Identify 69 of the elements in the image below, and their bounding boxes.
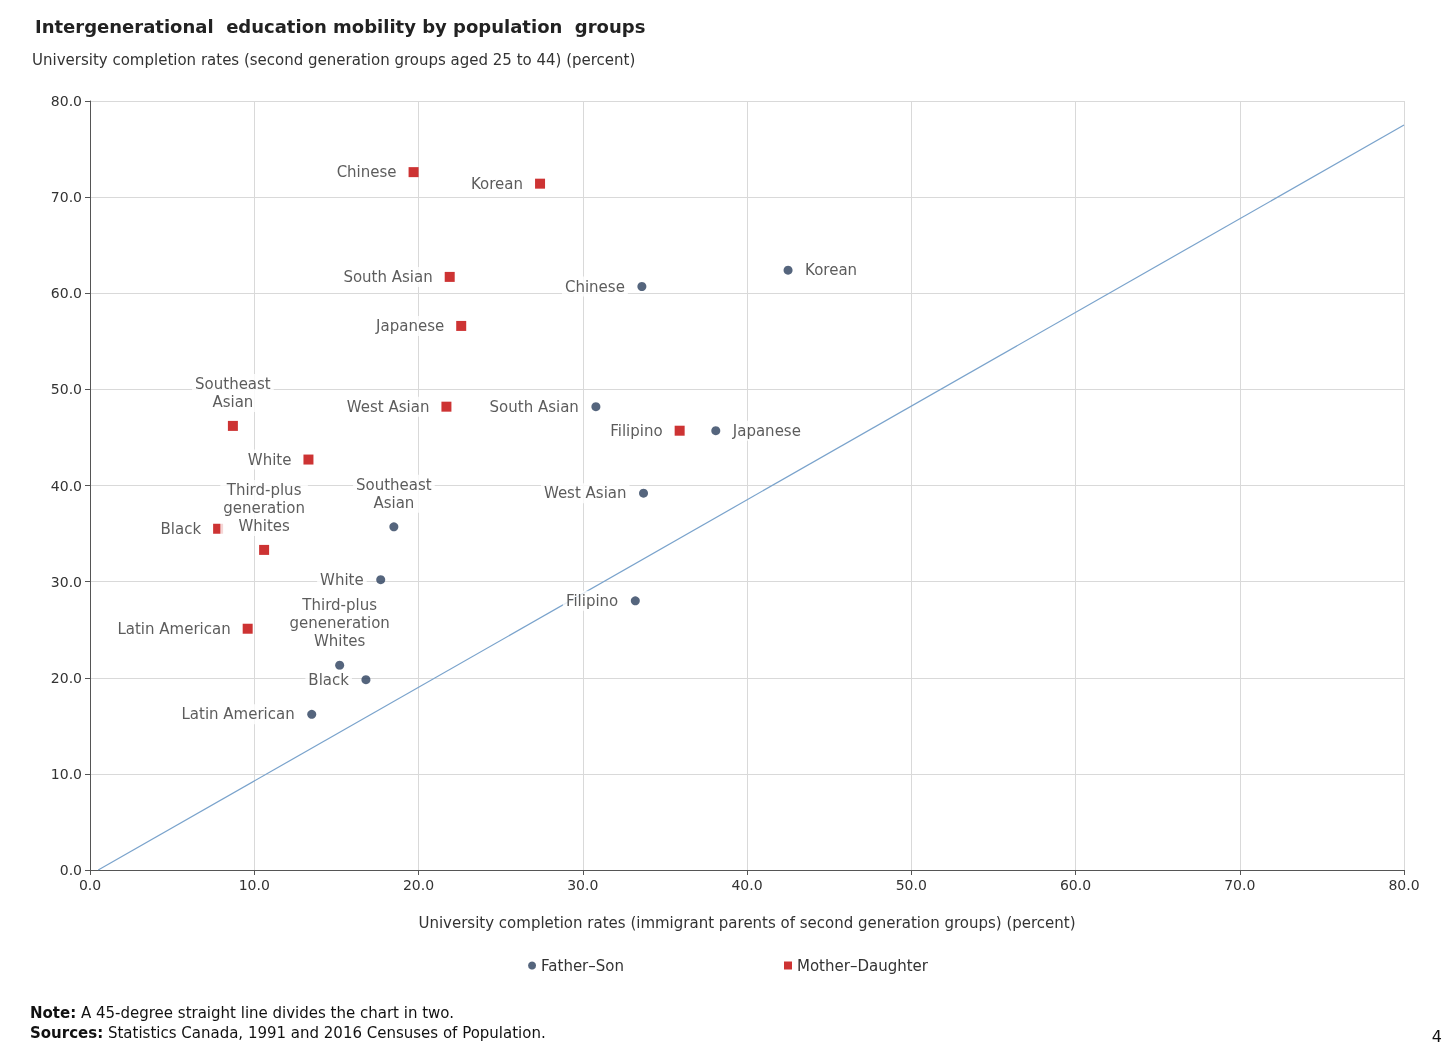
annotation: West Asian bbox=[346, 397, 430, 416]
point bbox=[242, 623, 253, 634]
point bbox=[630, 596, 640, 606]
point bbox=[259, 544, 270, 555]
annotation: White bbox=[320, 570, 364, 589]
chart-title: Intergenerational education mobility by population groups bbox=[35, 15, 646, 37]
point bbox=[711, 426, 721, 436]
annotation: Chinese bbox=[564, 277, 625, 296]
annotation: Japanese bbox=[375, 316, 445, 335]
annotation: Southeast Asian bbox=[356, 475, 432, 512]
annotation: West Asian bbox=[543, 484, 627, 503]
y-tick-label: 30.0 bbox=[50, 573, 82, 590]
y-axis-title: University completion rates (second generation groups aged 25 to 44) (percent) bbox=[32, 50, 636, 69]
annotation: South Asian bbox=[343, 267, 433, 286]
text: 4 bbox=[1431, 1026, 1443, 1046]
annotation: Filipino bbox=[565, 591, 619, 610]
point bbox=[441, 401, 452, 412]
annotation: White bbox=[247, 450, 292, 469]
point bbox=[639, 488, 649, 498]
point bbox=[456, 320, 467, 331]
y-tick-label: 60.0 bbox=[50, 285, 82, 302]
source-note: Sources: Statistics Canada, 1991 and 2016 Censuses of Population. bbox=[30, 1023, 546, 1042]
point bbox=[307, 709, 317, 719]
point bbox=[444, 271, 455, 282]
annotation: Filipino bbox=[610, 421, 663, 440]
x-tick-label: 50.0 bbox=[895, 877, 927, 893]
point bbox=[335, 660, 345, 670]
text: Note: A 45-degree straight line divides the chart in two. bbox=[30, 1003, 455, 1022]
point bbox=[674, 425, 685, 436]
point bbox=[227, 420, 238, 431]
annotation: Third-plus geneneration Whites bbox=[289, 596, 390, 651]
annotation: Black bbox=[160, 519, 202, 538]
x-tick-label: 40.0 bbox=[731, 877, 763, 893]
y-tick-label: 40.0 bbox=[50, 477, 82, 494]
x-tick-label: 60.0 bbox=[1059, 877, 1092, 893]
point bbox=[637, 282, 647, 292]
x-tick-label: 20.0 bbox=[402, 877, 435, 893]
x-axis-title: University completion rates (immigrant parents of second generation groups) (percent) bbox=[418, 913, 1076, 932]
point bbox=[591, 402, 601, 412]
annotation: Black bbox=[308, 670, 350, 689]
point bbox=[376, 575, 386, 585]
annotation: Third-plus generation Whites bbox=[223, 480, 305, 535]
x-tick-label: 30.0 bbox=[567, 877, 599, 893]
annotation: Southeast Asian bbox=[195, 374, 271, 411]
point bbox=[303, 454, 314, 465]
point bbox=[408, 167, 419, 178]
x-tick-label: 0.0 bbox=[78, 877, 102, 893]
y-tick-label: 10.0 bbox=[50, 765, 82, 782]
y-tick-label: 80.0 bbox=[50, 93, 82, 109]
x-tick-label: 80.0 bbox=[1388, 877, 1420, 893]
point bbox=[783, 265, 793, 275]
annotation: Latin American bbox=[181, 705, 295, 724]
y-tick-label: 70.0 bbox=[50, 189, 82, 206]
y-tick-label: 0.0 bbox=[59, 862, 82, 878]
y-tick-label: 20.0 bbox=[50, 669, 82, 686]
annotation: Korean bbox=[805, 261, 858, 280]
annotation: Chinese bbox=[336, 163, 397, 182]
annotation: Korean bbox=[471, 174, 524, 193]
y-tick-label: 50.0 bbox=[50, 381, 82, 398]
point bbox=[389, 522, 399, 532]
annotation: Latin American bbox=[117, 619, 231, 638]
point bbox=[361, 675, 371, 685]
point bbox=[535, 178, 546, 189]
legend-label: Mother–Daughter bbox=[796, 956, 929, 975]
x-tick-label: 10.0 bbox=[238, 877, 270, 893]
annotation: Japanese bbox=[731, 421, 801, 440]
x-tick-label: 70.0 bbox=[1224, 877, 1256, 893]
legend-label: Father–Son bbox=[541, 956, 624, 975]
annotation: South Asian bbox=[489, 397, 579, 416]
